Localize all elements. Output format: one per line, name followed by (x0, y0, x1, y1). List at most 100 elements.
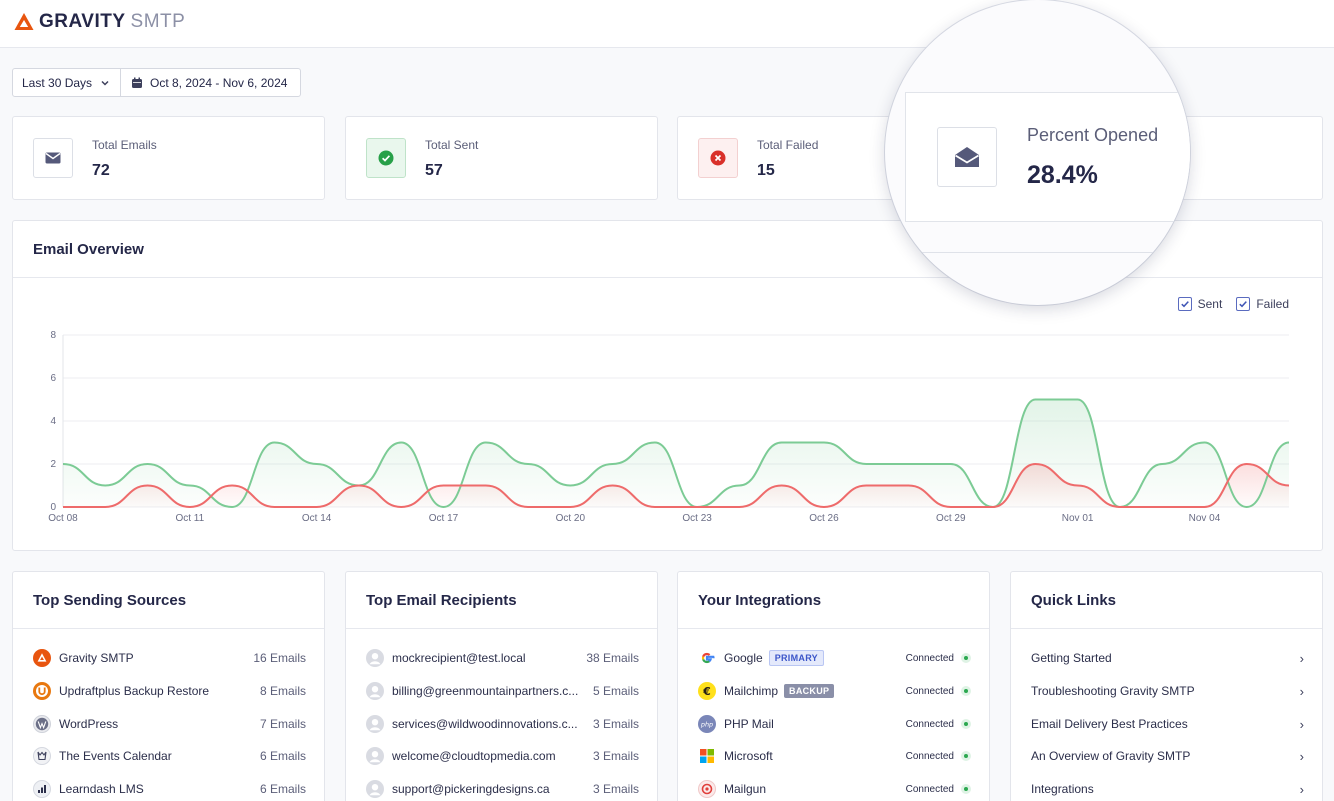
quick-link[interactable]: Integrations › (1031, 778, 1304, 800)
top-email-recipients-panel: Top Email Recipients mockrecipient@test.… (345, 571, 658, 801)
y-tick-label: 4 (50, 416, 56, 427)
integration-row[interactable]: Microsoft Connected (698, 745, 971, 767)
date-range-text: Oct 8, 2024 - Nov 6, 2024 (150, 75, 288, 90)
stat-value: 57 (425, 162, 443, 179)
backup-badge: BACKUP (784, 684, 835, 698)
chevron-right-icon: › (1299, 781, 1304, 797)
connection-status: Connected (906, 784, 971, 795)
integration-row[interactable]: Mailgun Connected (698, 778, 971, 800)
status-text: Connected (905, 718, 954, 730)
avatar-icon (366, 649, 384, 667)
source-row[interactable]: Learndash LMS 6 Emails (33, 778, 306, 800)
quick-link[interactable]: Troubleshooting Gravity SMTP › (1031, 680, 1304, 702)
chevron-right-icon: › (1299, 748, 1304, 764)
status-text: Connected (905, 750, 954, 762)
source-name: The Events Calendar (59, 749, 172, 763)
quick-link[interactable]: An Overview of Gravity SMTP › (1031, 745, 1304, 767)
gravity-smtp-icon (33, 649, 51, 667)
series-area-failed (63, 464, 1289, 507)
stat-value: 15 (757, 162, 775, 179)
quick-link-label: Integrations (1031, 782, 1094, 796)
source-name: Gravity SMTP (59, 651, 134, 665)
overview-title: Email Overview (13, 221, 1322, 278)
connection-status: Connected (906, 751, 971, 762)
panel-title: Quick Links (1011, 572, 1322, 629)
x-tick-label: Oct 20 (556, 513, 586, 524)
connection-status: Connected (906, 653, 971, 664)
top-sending-sources-panel: Top Sending Sources Gravity SMTP 16 Emai… (12, 571, 325, 801)
recipient-row[interactable]: services@wildwoodinnovations.c... 3 Emai… (366, 713, 639, 735)
connection-status: Connected (906, 719, 971, 730)
range-select[interactable]: Last 30 Days (13, 69, 121, 96)
status-text: Connected (905, 685, 954, 697)
integration-row[interactable]: € Mailchimp BACKUP Connected (698, 680, 971, 702)
php-icon: php (698, 715, 716, 733)
x-tick-label: Oct 17 (429, 513, 459, 524)
recipient-count: 5 Emails (592, 684, 639, 698)
x-tick-label: Nov 01 (1062, 513, 1094, 524)
recipient-email: mockrecipient@test.local (392, 651, 526, 665)
stat-label: Total Sent (425, 138, 479, 152)
y-tick-label: 6 (50, 373, 56, 384)
status-text: Connected (905, 652, 954, 664)
stat-label: Total Emails (92, 138, 157, 152)
avatar-icon (366, 780, 384, 798)
events-calendar-icon (33, 747, 51, 765)
recipient-row[interactable]: welcome@cloudtopmedia.com 3 Emails (366, 745, 639, 767)
range-label: Last 30 Days (22, 75, 93, 90)
x-tick-label: Oct 11 (175, 513, 204, 524)
quick-link[interactable]: Email Delivery Best Practices › (1031, 713, 1304, 735)
status-dot-icon (961, 719, 971, 729)
integration-name: Mailchimp (724, 684, 779, 698)
source-row[interactable]: The Events Calendar 6 Emails (33, 745, 306, 767)
connection-status: Connected (906, 686, 971, 697)
quick-link[interactable]: Getting Started › (1031, 647, 1304, 669)
recipient-row[interactable]: support@pickeringdesigns.ca 3 Emails (366, 778, 639, 800)
source-name: WordPress (59, 717, 119, 731)
avatar-icon (366, 747, 384, 765)
brand-suffix: SMTP (130, 11, 186, 32)
quick-link-label: Troubleshooting Gravity SMTP (1031, 684, 1195, 698)
status-dot-icon (961, 686, 971, 696)
source-count: 8 Emails (259, 684, 306, 698)
legend-sent-toggle[interactable]: Sent (1177, 297, 1222, 311)
source-row[interactable]: Gravity SMTP 16 Emails (33, 647, 306, 669)
divider (905, 252, 1190, 253)
chevron-down-icon (101, 80, 109, 86)
quick-link-label: Getting Started (1031, 651, 1112, 665)
panel-title: Top Sending Sources (13, 572, 324, 629)
avatar-icon (366, 682, 384, 700)
recipient-row[interactable]: mockrecipient@test.local 38 Emails (366, 647, 639, 669)
date-range-picker[interactable]: Oct 8, 2024 - Nov 6, 2024 (121, 69, 300, 96)
recipient-email: welcome@cloudtopmedia.com (392, 749, 556, 763)
quick-links-panel: Quick Links Getting Started › Troublesho… (1010, 571, 1323, 801)
app-logo[interactable]: GRAVITY SMTP (13, 9, 185, 35)
mailgun-icon (698, 780, 716, 798)
panel-title: Your Integrations (678, 572, 989, 629)
recipient-email: billing@greenmountainpartners.c... (392, 684, 579, 698)
x-tick-label: Oct 08 (48, 513, 78, 524)
integration-row[interactable]: Google PRIMARY Connected (698, 647, 971, 669)
source-count: 16 Emails (253, 651, 306, 665)
svg-text:€: € (702, 685, 711, 698)
avatar-icon (366, 715, 384, 733)
source-row[interactable]: WordPress 7 Emails (33, 713, 306, 735)
envelope-open-icon (937, 127, 997, 187)
integration-name: Mailgun (724, 782, 767, 796)
chevron-right-icon: › (1299, 683, 1304, 699)
x-tick-label: Oct 23 (682, 513, 712, 524)
wordpress-icon (33, 715, 51, 733)
updraftplus-icon (33, 682, 51, 700)
legend-failed-toggle[interactable]: Failed (1236, 297, 1289, 311)
recipient-row[interactable]: billing@greenmountainpartners.c... 5 Ema… (366, 680, 639, 702)
stat-label: Total Failed (757, 138, 819, 152)
source-row[interactable]: Updraftplus Backup Restore 8 Emails (33, 680, 306, 702)
status-dot-icon (961, 653, 971, 663)
stat-label: Percent Opened (1027, 125, 1159, 145)
percent-opened-magnifier: Percent Opened 28.4% (885, 0, 1190, 305)
chevron-right-icon: › (1299, 650, 1304, 666)
checkbox-checked-icon (1177, 297, 1192, 311)
integration-row[interactable]: php PHP Mail Connected (698, 713, 971, 735)
status-dot-icon (961, 751, 971, 761)
recipient-email: services@wildwoodinnovations.c... (392, 717, 578, 731)
